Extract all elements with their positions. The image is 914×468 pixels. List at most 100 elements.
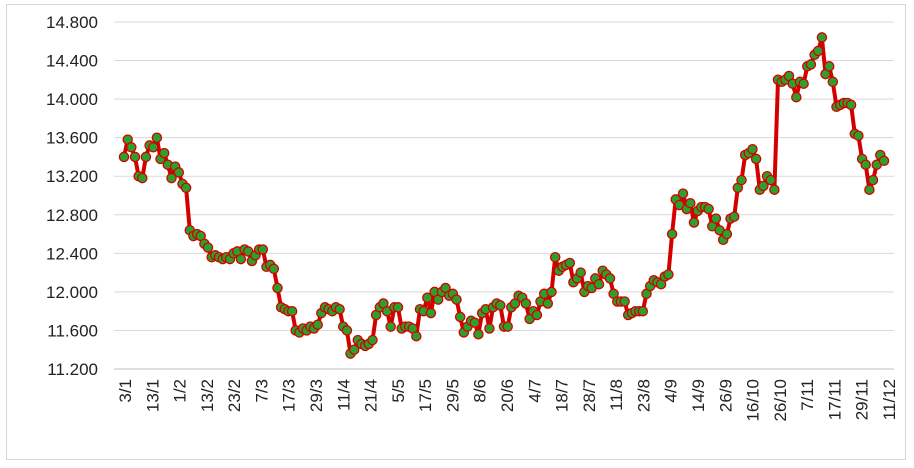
data-point [619,296,630,307]
data-point [334,303,345,315]
data-point [348,344,360,355]
data-point [549,251,561,263]
x-tick-label: 23/2 [225,379,244,412]
data-point [864,184,875,195]
data-point [805,59,817,70]
x-tick-label: 26/10 [771,379,790,422]
data-point [454,311,466,323]
data-point [637,305,649,317]
data-point [151,132,163,143]
data-point [268,263,280,275]
data-point [312,319,323,330]
y-tick-label: 12.400 [46,244,98,263]
data-point [257,244,269,255]
data-point [137,172,148,184]
data-point [769,184,780,195]
data-point [728,211,740,222]
x-tick-label: 3/1 [116,379,135,403]
data-point [235,253,247,265]
data-point [604,273,616,284]
data-point [520,298,532,309]
y-axis-tick-labels: 11.200 11.600 12.000 12.400 12.800 13.200 13.6… [46,13,98,379]
data-point [688,217,700,228]
y-tick-label: 11.600 [47,321,98,340]
data-point [451,294,462,305]
x-tick-label: 1/2 [171,379,190,403]
data-point [126,142,137,153]
data-point [484,323,495,334]
data-point [765,174,776,186]
x-tick-label: 11/12 [880,379,899,420]
x-tick-label: 17/3 [280,379,299,412]
y-tick-label: 12.000 [46,283,98,302]
data-point [473,329,484,340]
data-point [575,267,586,278]
data-point [129,151,141,163]
y-tick-label: 13.600 [46,129,98,148]
data-point [798,78,809,89]
data-point [867,174,879,186]
data-point [180,182,192,194]
data-point [425,307,437,319]
data-point [531,309,543,321]
x-tick-label: 17/5 [416,379,435,412]
data-point [816,32,828,43]
y-tick-label: 14.400 [46,52,98,71]
x-axis-tick-labels: 3/1 13/1 1/2 13/2 23/2 7/3 17/3 29/3 11/4 21/4 5/5… [116,379,899,422]
y-tick-label: 14.800 [46,13,98,32]
x-tick-label: 28/7 [580,379,599,412]
x-tick-label: 18/7 [553,379,572,412]
y-tick-label: 14.000 [46,90,98,109]
data-point [666,228,678,240]
data-point [747,143,758,155]
data-point [367,334,378,346]
chart-area [6,4,906,460]
data-point [385,321,396,332]
data-point [341,325,353,336]
data-point [710,213,722,224]
y-tick-label: 11.200 [47,360,98,379]
data-point [663,269,674,280]
data-point [823,61,835,72]
y-tick-label: 13.200 [46,167,98,186]
data-point [853,130,864,141]
x-tick-label: 13/1 [143,379,162,412]
x-tick-label: 29/5 [443,379,462,412]
data-point [721,228,733,240]
data-point [392,302,404,313]
data-point [495,300,506,311]
x-tick-label: 23/8 [634,379,653,412]
data-point [411,330,422,342]
x-tick-label: 29/3 [307,379,326,412]
x-tick-label: 5/5 [389,379,408,403]
x-tick-label: 8/6 [471,379,490,403]
data-point [272,282,283,294]
data-point [758,180,769,192]
data-point [202,242,214,253]
data-point [791,91,802,103]
data-point [166,172,177,184]
x-tick-label: 26/9 [716,379,735,412]
data-point [173,167,185,178]
data-point [564,257,576,269]
data-point [158,147,170,159]
data-point [685,197,696,209]
data-point [546,286,557,298]
data-point [593,278,605,290]
x-tick-label: 14/9 [689,379,708,412]
x-tick-label: 7/3 [252,379,271,403]
data-point [860,159,871,170]
data-point [542,298,554,309]
x-tick-label: 20/6 [498,379,517,412]
x-tick-label: 17/11 [825,379,844,420]
data-point [812,45,824,57]
x-tick-label: 7/11 [798,379,817,411]
x-tick-label: 16/10 [744,379,763,422]
data-point [140,151,152,163]
y-tick-label: 12.800 [46,206,98,225]
x-tick-label: 11/4 [334,379,353,411]
data-point [827,76,839,88]
data-point [118,151,130,163]
data-point [750,153,762,165]
